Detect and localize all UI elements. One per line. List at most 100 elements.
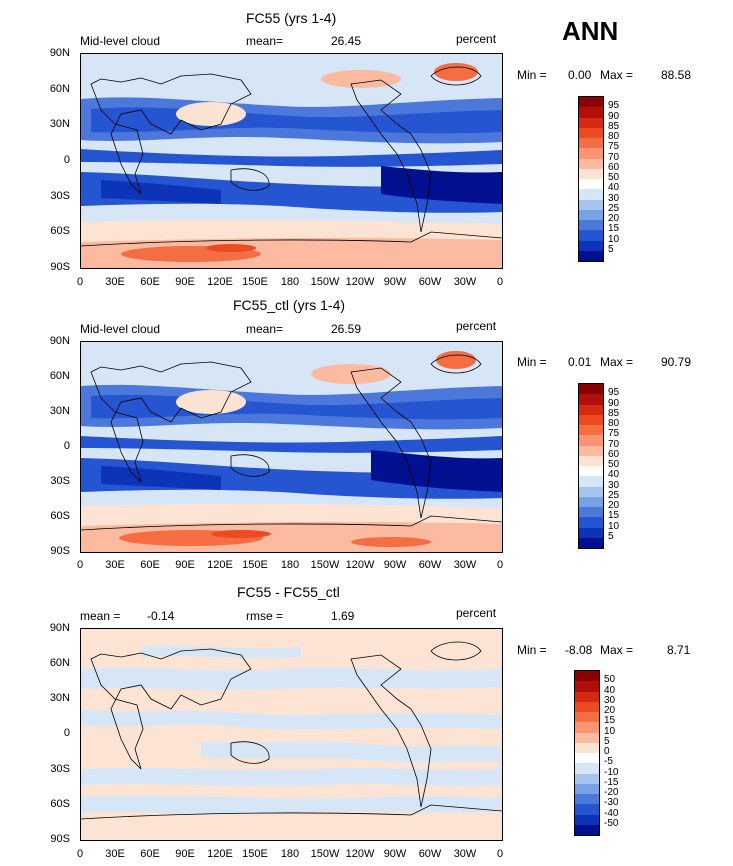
lat-label: 60N: [49, 83, 70, 95]
lon-label: 60E: [140, 276, 160, 288]
colorbar-swatch: [579, 455, 603, 466]
min-value: 0.00: [568, 68, 592, 82]
lon-label: 30E: [105, 559, 125, 571]
lat-label: 60S: [50, 798, 70, 810]
panel-title: FC55 - FC55_ctl: [237, 584, 340, 600]
lon-label: 150E: [242, 559, 268, 571]
units-label: percent: [456, 606, 497, 620]
lon-label: 150W: [310, 559, 340, 571]
colorbar-label: 90: [608, 397, 620, 409]
colorbar-swatch: [579, 220, 603, 231]
colorbar-swatch: [575, 732, 599, 743]
colorbar-swatch: [579, 97, 603, 108]
colorbar-label: 30: [608, 192, 620, 204]
colorbar-label: 25: [608, 202, 620, 214]
mean-value: 26.59: [331, 322, 362, 336]
colorbar-swatch: [579, 527, 603, 538]
max-value: 88.58: [661, 68, 692, 82]
colorbar-swatch: [579, 250, 603, 261]
colorbar-label: 25: [608, 489, 620, 501]
colorbar-label: 5: [608, 530, 614, 542]
lat-label: 30N: [49, 118, 70, 130]
colorbar-label: 80: [608, 131, 620, 142]
colorbar-label: 5: [604, 735, 610, 747]
colorbar-swatch: [575, 691, 599, 702]
colorbar-label: 40: [604, 684, 616, 696]
lon-label: 0: [76, 276, 84, 288]
colorbar-label: 85: [608, 407, 620, 419]
colorbar-swatch: [575, 722, 599, 733]
colorbar-swatch: [579, 240, 603, 251]
colorbar-label: 60: [608, 161, 620, 173]
units-label: percent: [456, 32, 497, 46]
lon-label: 120E: [207, 559, 233, 571]
colorbar-label: 75: [608, 141, 620, 153]
lon-label: 0: [76, 559, 84, 571]
lon-label: 90E: [175, 848, 195, 860]
lon-label: 30E: [105, 848, 125, 860]
colorbar-swatch: [575, 794, 599, 805]
lon-label: 60E: [140, 848, 160, 860]
map-field: [81, 342, 502, 552]
colorbar-label: 10: [608, 233, 620, 245]
colorbar-swatch: [575, 681, 599, 692]
colorbar-label: 75: [608, 428, 620, 440]
lat-label: 60S: [50, 510, 70, 522]
colorbar-label: 20: [608, 500, 620, 511]
colorbar-swatch: [579, 189, 603, 200]
colorbar-swatch: [579, 394, 603, 405]
lon-label: 90E: [175, 559, 195, 571]
colorbar-label: -50: [604, 817, 619, 829]
lon-label: 120W: [345, 559, 375, 571]
lon-label: 60W: [418, 848, 442, 860]
lat-label: 30N: [49, 692, 70, 704]
colorbar-label: 90: [608, 110, 620, 122]
lon-label: 60E: [140, 559, 160, 571]
min-label: Min =: [517, 643, 547, 657]
lat-label: 30N: [49, 405, 70, 417]
colorbar-swatch: [579, 445, 603, 456]
max-label: Max =: [600, 643, 634, 657]
lon-label: 0: [496, 276, 504, 288]
lon-label: 120E: [207, 848, 233, 860]
season-label: ANN: [562, 16, 619, 46]
colorbar-swatch: [579, 537, 603, 548]
colorbar: [578, 96, 604, 262]
lat-label: 0: [63, 154, 70, 166]
colorbar-label: 50: [608, 459, 620, 470]
colorbar-label: 10: [604, 725, 616, 737]
colorbar-swatch: [579, 179, 603, 190]
colorbar-swatch: [575, 773, 599, 784]
colorbar-label: 85: [608, 120, 620, 132]
colorbar-swatch: [579, 384, 603, 395]
colorbar-label: 40: [608, 182, 620, 194]
lat-label: 60N: [49, 657, 70, 669]
colorbar-swatch: [579, 404, 603, 415]
colorbar-label: -40: [604, 807, 619, 819]
map-field: [81, 54, 502, 268]
colorbar-label: 15: [608, 510, 620, 522]
colorbar-swatch: [579, 209, 603, 220]
colorbar-label: 20: [608, 213, 620, 224]
colorbar-swatch: [579, 138, 603, 149]
diff-mean-label: mean =: [80, 609, 121, 623]
colorbar: [578, 383, 604, 549]
colorbar-swatch: [579, 230, 603, 241]
colorbar-swatch: [575, 671, 599, 682]
mean-label: mean=: [246, 322, 284, 336]
colorbar-label: 30: [604, 694, 616, 706]
lat-label: 30S: [50, 475, 70, 487]
colorbar-swatch: [579, 476, 603, 487]
rmse-value: 1.69: [331, 609, 355, 623]
lon-label: 120E: [207, 276, 233, 288]
colorbar-swatch: [575, 814, 599, 825]
colorbar-label: 80: [608, 418, 620, 429]
colorbar-swatch: [579, 158, 603, 169]
lat-label: 90S: [50, 833, 70, 845]
lat-label: 30S: [50, 763, 70, 775]
field-label: Mid-level cloud: [80, 34, 161, 48]
lat-label: 30S: [50, 190, 70, 202]
panel-title: FC55 (yrs 1-4): [246, 10, 337, 26]
lon-label: 90W: [383, 276, 407, 288]
colorbar-label: -5: [604, 756, 613, 768]
